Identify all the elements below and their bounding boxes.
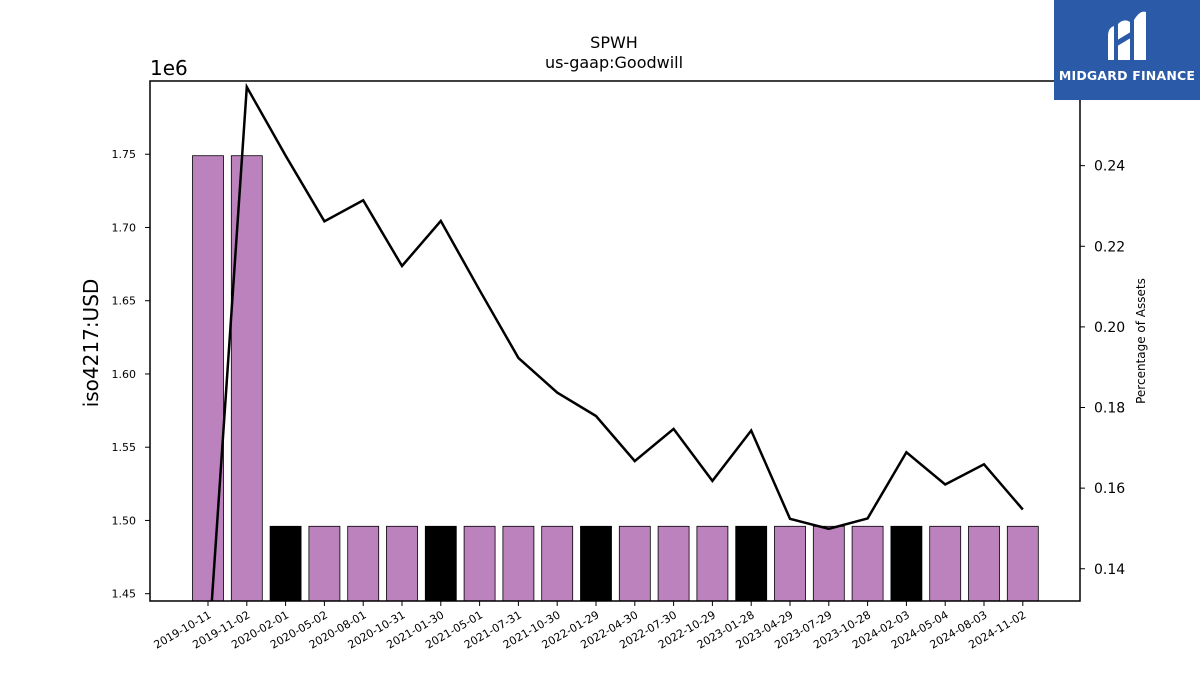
y-tick-label: 1.75: [112, 148, 137, 161]
line-path: [210, 82, 1024, 601]
y-offset-label: 1e6: [150, 56, 188, 80]
y2-tick-label: 0.18: [1094, 401, 1125, 417]
logo-mark-icon: [1108, 11, 1146, 60]
y-tick-label: 1.65: [112, 295, 137, 308]
bar: [657, 525, 690, 602]
bar: [812, 525, 845, 602]
y-axis-label: iso4217:USD: [79, 279, 103, 408]
bar: [929, 525, 962, 602]
bar: [1006, 525, 1039, 602]
y-tick-label: 1.50: [112, 514, 137, 527]
y2-tick-label: 0.22: [1094, 239, 1125, 255]
y2-tick-label: 0.20: [1094, 320, 1125, 336]
bar: [774, 525, 806, 602]
line-series: [210, 82, 1024, 601]
company-logo: MIDGARD FINANCE: [1054, 0, 1200, 100]
bar: [851, 525, 884, 602]
chart-subtitle: us-gaap:Goodwill: [545, 53, 683, 72]
bar: [580, 525, 612, 602]
y-tick-label: 1.45: [112, 588, 137, 601]
plot-frame: [149, 80, 1081, 602]
bar: [463, 525, 496, 602]
y-tick-label: 1.60: [112, 368, 137, 381]
bar: [347, 525, 380, 602]
bar: [192, 155, 224, 602]
bar: [735, 525, 768, 602]
y-tick-label: 1.55: [112, 441, 137, 454]
logo-text: MIDGARD FINANCE: [1058, 68, 1196, 83]
bar: [696, 525, 729, 602]
bar: [890, 525, 923, 602]
y2-tick-label: 0.16: [1094, 481, 1125, 497]
bar: [269, 525, 302, 602]
bar: [618, 525, 651, 602]
y-tick-label: 1.70: [112, 221, 137, 234]
y2-tick-label: 0.14: [1094, 562, 1125, 578]
bar: [386, 525, 418, 602]
bar: [308, 525, 341, 602]
bar: [424, 525, 457, 602]
bar-series: [192, 155, 1039, 602]
bar: [230, 155, 263, 602]
bar: [541, 525, 574, 602]
y2-axis-label: Percentage of Assets: [1134, 278, 1148, 404]
bar: [968, 525, 1000, 602]
bar: [502, 525, 535, 602]
chart-title: SPWH: [590, 33, 638, 52]
y2-tick-label: 0.24: [1094, 159, 1125, 175]
